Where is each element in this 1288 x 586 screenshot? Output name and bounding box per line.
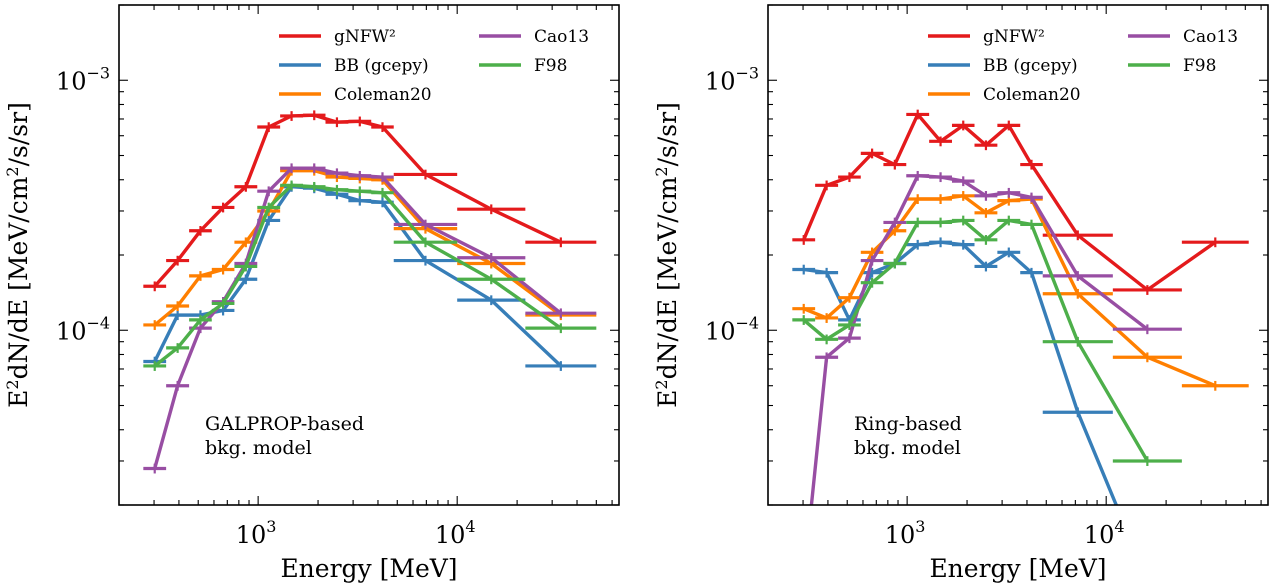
series-4: [792, 215, 1182, 466]
x-tick-label-1e4: 104: [1084, 517, 1125, 549]
x-axis-label: Energy [MeV]: [280, 554, 457, 583]
series-4: [143, 180, 597, 371]
y-tick-label-1e-4: 10−4: [705, 313, 759, 345]
left-panel-galprop: 103 104 10−3 10−4 Energy [MeV] E2dN/dE [MeV/c…: [3, 4, 620, 583]
x-tick-label-1e3: 103: [885, 517, 926, 549]
legend: gNFW² BB (gcepy) Coleman20 Cao13 F98: [279, 27, 589, 105]
legend-label: Coleman20: [334, 85, 432, 105]
axis-ticks: [118, 4, 619, 506]
legend-label: F98: [1183, 56, 1216, 76]
series-0: [143, 110, 597, 292]
y-tick-label-1e-3: 10−3: [56, 63, 110, 95]
series-3: [809, 170, 1182, 505]
y-tick-label-1e-3: 10−3: [705, 63, 759, 95]
legend-label: Coleman20: [983, 85, 1081, 105]
axis-ticks: [767, 4, 1268, 506]
series-0: [792, 109, 1249, 295]
axes-frame: [767, 4, 1269, 506]
y-axis-label: E2dN/dE [MeV/cm2/s/sr]: [652, 102, 682, 408]
series-line: [802, 112, 1217, 292]
legend-label: Cao13: [1183, 27, 1238, 47]
series-2: [792, 191, 1249, 391]
legend-label: gNFW²: [983, 27, 1045, 47]
plot-area: [143, 110, 597, 474]
y-tick-label-1e-4: 10−4: [56, 313, 110, 345]
plot-area: [792, 109, 1249, 505]
x-axis-label: Energy [MeV]: [929, 554, 1106, 583]
y-axis-label: E2dN/dE [MeV/cm2/s/sr]: [3, 102, 33, 408]
legend-label: F98: [534, 56, 567, 76]
legend-label: Cao13: [534, 27, 589, 47]
right-panel-ring: 103 104 10−3 10−4 Energy [MeV] E2dN/dE [MeV/c…: [652, 4, 1269, 583]
annotation: Ring-based bkg. model: [854, 413, 962, 459]
axes-frame: [118, 4, 620, 506]
x-tick-label-1e4: 104: [435, 517, 476, 549]
legend-label: BB (gcepy): [983, 56, 1078, 76]
legend-label: BB (gcepy): [334, 56, 429, 76]
series-3: [143, 163, 597, 474]
legend-label: gNFW²: [334, 27, 396, 47]
annotation: GALPROP-based bkg. model: [205, 413, 364, 459]
legend: gNFW² BB (gcepy) Coleman20 Cao13 F98: [928, 27, 1238, 105]
x-tick-label-1e3: 103: [236, 517, 277, 549]
